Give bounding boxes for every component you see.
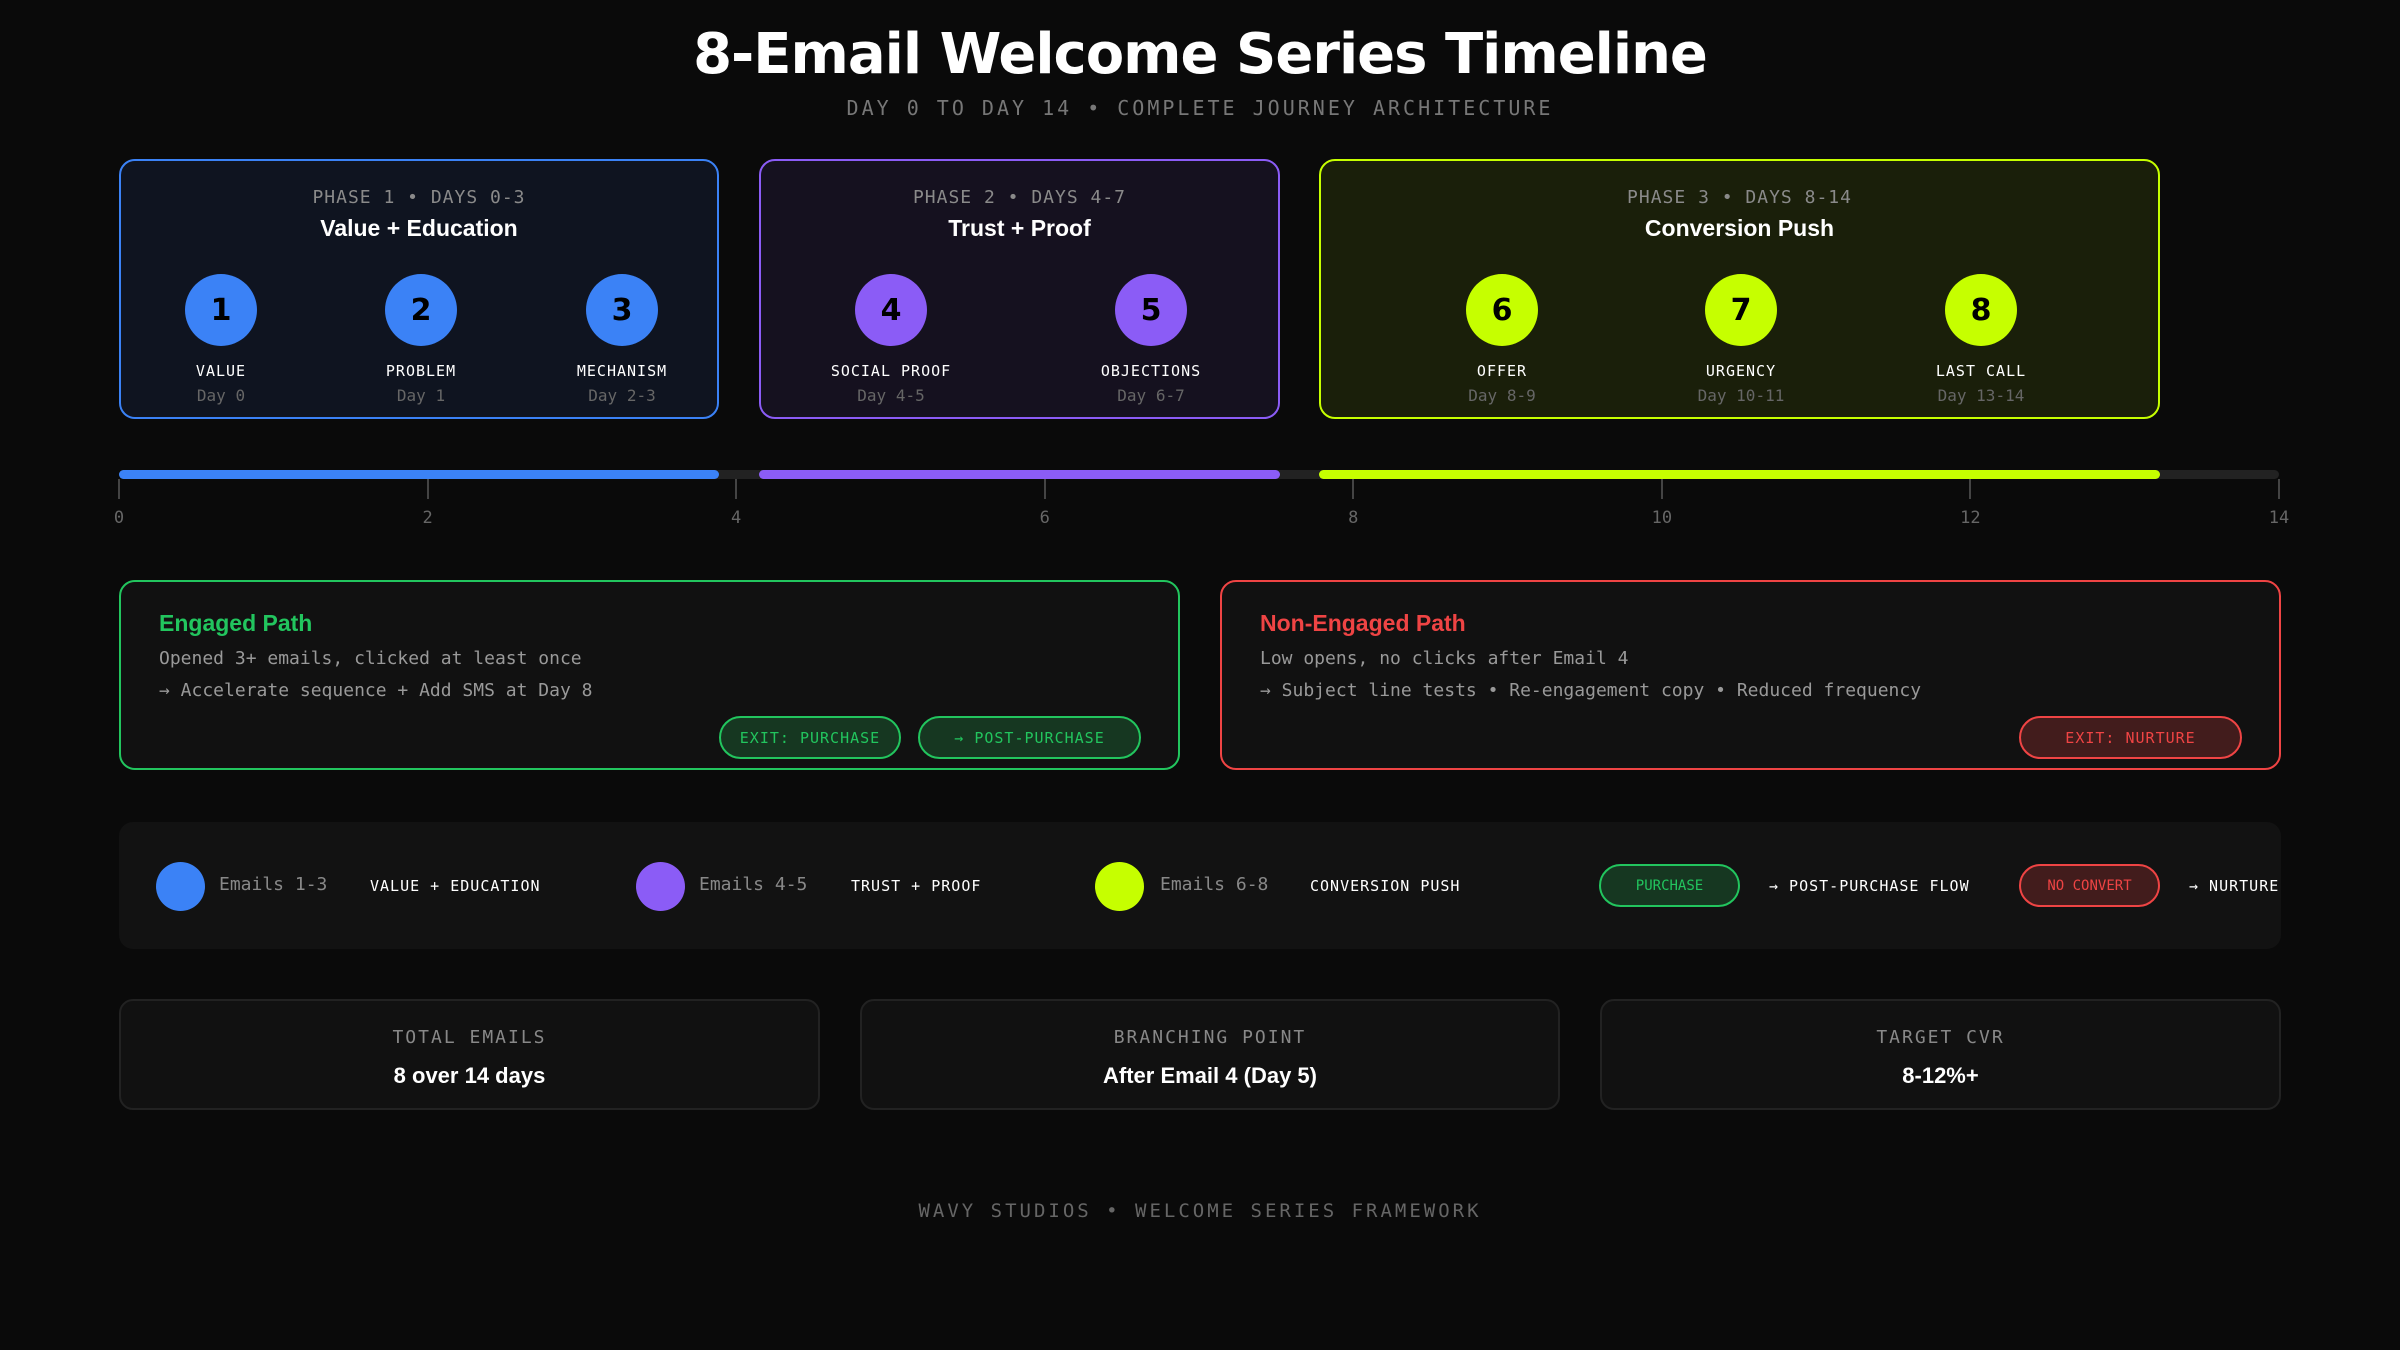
non-engaged-path-criteria: Low opens, no clicks after Email 4 (1260, 648, 1629, 669)
email-name: OFFER (1476, 362, 1528, 380)
legend-text: Emails 4-5 (699, 874, 808, 895)
timeline-tick (2278, 479, 2280, 499)
timeline-tick (735, 479, 738, 499)
email-number-circle: 4 (855, 274, 927, 346)
stat-label: TOTAL EMAILS (392, 1027, 547, 1048)
stat-label: BRANCHING POINT (1113, 1027, 1307, 1048)
timeline-tick (1043, 479, 1046, 499)
timeline-tick (1660, 479, 1663, 499)
engaged-path-card: Engaged Path Opened 3+ emails, clicked a… (119, 580, 1180, 770)
phase-title: Conversion Push (1644, 215, 1835, 241)
stat-value: 8-12%+ (1902, 1063, 1979, 1088)
email-day: Day 1 (396, 386, 446, 405)
email-name: VALUE (195, 362, 247, 380)
email-number-circle: 7 (1705, 274, 1777, 346)
email-name: LAST CALL (1935, 362, 2027, 380)
email-node: 2 PROBLEM Day 1 (321, 274, 521, 405)
email-node: 7 URGENCY Day 10-11 (1641, 274, 1841, 405)
email-day: Day 4-5 (857, 386, 925, 405)
legend-dot-lime (1095, 862, 1144, 911)
email-number-circle: 3 (586, 274, 658, 346)
email-node: 6 OFFER Day 8-9 (1402, 274, 1602, 405)
legend-label: → POST-PURCHASE FLOW (1769, 877, 1970, 895)
timeline-tick (426, 479, 429, 499)
phase-1-card: PHASE 1 • DAYS 0-3 Value + Education 1 VA… (119, 159, 719, 419)
post-purchase-button[interactable]: → POST-PURCHASE (918, 716, 1141, 759)
timeline-tick-label: 8 (1348, 508, 1359, 528)
page-title: 8-Email Welcome Series Timeline (693, 22, 1708, 87)
timeline-tick-label: 2 (422, 508, 433, 528)
legend-label: VALUE + EDUCATION (370, 877, 541, 895)
email-node: 8 LAST CALL Day 13-14 (1881, 274, 2081, 405)
email-number-circle: 1 (185, 274, 257, 346)
timeline-tick-label: 10 (1651, 508, 1673, 528)
phase-title: Value + Education (320, 215, 518, 241)
phase-title: Trust + Proof (948, 215, 1091, 241)
non-engaged-path-title: Non-Engaged Path (1260, 610, 1466, 636)
email-name: MECHANISM (576, 362, 668, 380)
email-day: Day 8-9 (1468, 386, 1536, 405)
phase-2-card: PHASE 2 • DAYS 4-7 Trust + Proof 4 SOCIAL… (759, 159, 1280, 419)
stat-card-target-cvr: TARGET CVR 8-12%+ (1600, 999, 2281, 1110)
stat-card-branching-point: BRANCHING POINT After Email 4 (Day 5) (860, 999, 1560, 1110)
engaged-path-action: → Accelerate sequence + Add SMS at Day 8 (159, 680, 593, 701)
phase-label: PHASE 2 • DAYS 4-7 (912, 187, 1127, 208)
email-name: OBJECTIONS (1100, 362, 1202, 380)
email-day: Day 6-7 (1117, 386, 1185, 405)
email-number-circle: 6 (1466, 274, 1538, 346)
legend-text: Emails 6-8 (1160, 874, 1269, 895)
timeline-tick-label: 14 (2268, 508, 2290, 528)
legend-label: CONVERSION PUSH (1310, 877, 1461, 895)
timeline-tick-label: 6 (1039, 508, 1050, 528)
email-name: SOCIAL PROOF (830, 362, 952, 380)
phase-label: PHASE 1 • DAYS 0-3 (312, 187, 526, 208)
stat-value: After Email 4 (Day 5) (1103, 1063, 1317, 1088)
timeline-segment-phase-1 (119, 470, 719, 479)
email-node: 3 MECHANISM Day 2-3 (522, 274, 722, 405)
email-day: Day 0 (196, 386, 246, 405)
email-node: 5 OBJECTIONS Day 6-7 (1051, 274, 1251, 405)
email-node: 1 VALUE Day 0 (121, 274, 321, 405)
legend: Emails 1-3 VALUE + EDUCATION Emails 4-5 … (119, 822, 2281, 949)
engaged-path-criteria: Opened 3+ emails, clicked at least once (159, 648, 582, 669)
phase-label: PHASE 3 • DAYS 8-14 (1627, 187, 1852, 208)
legend-purchase-pill: PURCHASE (1599, 864, 1740, 907)
email-number-circle: 8 (1945, 274, 2017, 346)
timeline-tick-label: 0 (113, 508, 125, 528)
timeline-tick (1969, 479, 1972, 499)
legend-label: TRUST + PROOF (851, 877, 982, 895)
page-subtitle: DAY 0 TO DAY 14 • COMPLETE JOURNEY ARCHI… (846, 96, 1554, 120)
stat-label: TARGET CVR (1876, 1027, 2005, 1048)
email-day: Day 10-11 (1697, 386, 1785, 405)
email-name: PROBLEM (385, 362, 457, 380)
stat-value: 8 over 14 days (393, 1063, 546, 1088)
legend-dot-blue (156, 862, 205, 911)
email-node: 4 SOCIAL PROOF Day 4-5 (791, 274, 991, 405)
email-day: Day 2-3 (588, 386, 656, 405)
timeline-segment-phase-3 (1319, 470, 2160, 479)
email-name: URGENCY (1705, 362, 1777, 380)
stat-card-total-emails: TOTAL EMAILS 8 over 14 days (119, 999, 820, 1110)
email-number-circle: 5 (1115, 274, 1187, 346)
legend-no-convert-pill: NO CONVERT (2019, 864, 2160, 907)
email-number-circle: 2 (385, 274, 457, 346)
legend-text: Emails 1-3 (219, 874, 328, 895)
timeline-tick-label: 12 (1960, 508, 1981, 528)
timeline-tick (118, 479, 120, 499)
phase-3-card: PHASE 3 • DAYS 8-14 Conversion Push 6 OFF… (1319, 159, 2160, 419)
timeline-tick-label: 4 (731, 508, 742, 528)
legend-label: → NURTURE (2189, 877, 2280, 895)
footer: WAVY STUDIOS • WELCOME SERIES FRAMEWORK (918, 1200, 1482, 1222)
legend-dot-purple (636, 862, 685, 911)
engaged-path-title: Engaged Path (159, 610, 313, 636)
email-day: Day 13-14 (1937, 386, 2025, 405)
timeline-tick (1352, 479, 1355, 499)
exit-purchase-button[interactable]: EXIT: PURCHASE (719, 716, 901, 759)
timeline-segment-phase-2 (759, 470, 1280, 479)
non-engaged-path-card: Non-Engaged Path Low opens, no clicks af… (1220, 580, 2281, 770)
non-engaged-path-action: → Subject line tests • Re-engagement cop… (1260, 680, 1922, 701)
exit-nurture-button[interactable]: EXIT: NURTURE (2019, 716, 2242, 759)
